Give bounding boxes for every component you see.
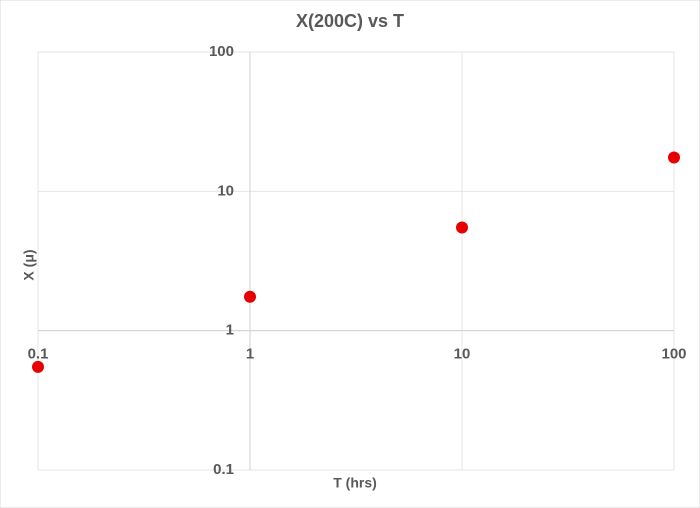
y-tick-label: 10 [217, 182, 234, 199]
y-tick-label: 100 [209, 43, 234, 60]
x-tick-label: 10 [454, 346, 471, 363]
x-tick-label: 0.1 [28, 346, 49, 363]
data-point [456, 221, 468, 234]
x-axis-title: T (hrs) [333, 475, 377, 491]
chart-title: X(200C) vs T [296, 11, 404, 31]
data-point [668, 151, 680, 164]
y-axis-title: X (μ) [21, 249, 37, 280]
data-point [32, 360, 44, 373]
y-tick-label: 0.1 [213, 461, 234, 478]
x-tick-label: 1 [246, 346, 254, 363]
y-tick-label: 1 [226, 322, 234, 339]
x-tick-label: 100 [661, 346, 686, 363]
data-point [244, 290, 256, 303]
